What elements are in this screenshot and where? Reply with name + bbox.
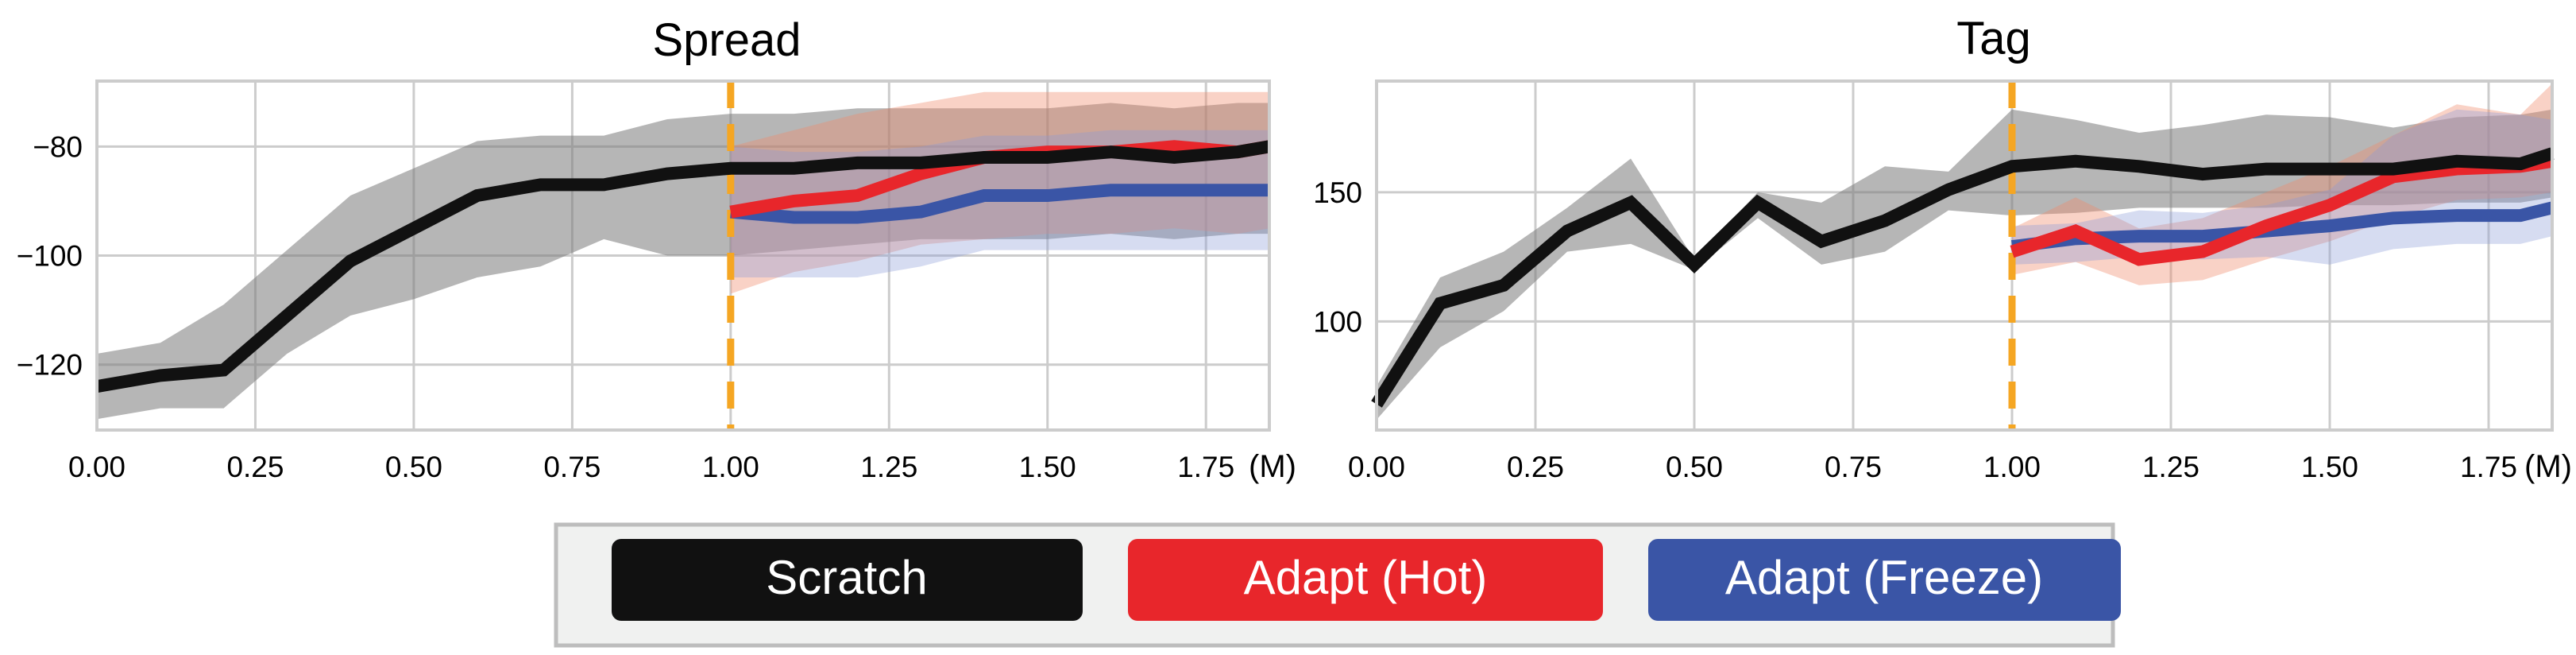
legend: Scratch Adapt (Hot) Adapt (Freeze) [554,522,2121,648]
tag-x-tick-label: 0.25 [1507,451,1564,483]
legend-swatch-adapt-hot [1128,539,1603,621]
tag-x-tick-label: 0.75 [1825,451,1882,483]
spread-title: Spread [652,14,801,66]
spread-x-tick-label: 0.25 [226,451,284,483]
spread-x-tick-label: 0.00 [68,451,126,483]
spread-line-scratch [95,140,1271,393]
spread-x-tick-label: 1.00 [702,451,759,483]
spread-plot-frame [95,79,1271,432]
spread-band-scratch [97,103,1269,420]
legend-label-scratch: Scratch [766,551,927,604]
spread-series-lines [95,140,1271,393]
spread-x-unit: (M) [1249,449,1296,484]
tag-x-tick-label: 1.50 [2301,451,2358,483]
tag-title: Tag [1956,13,2031,64]
spread-y-tick-label: −100 [17,240,83,273]
tag-y-tick-label: 150 [1313,176,1362,209]
tag-x-unit: (M) [2524,449,2572,484]
tag-x-tick-label: 0.00 [1348,451,1405,483]
spread-x-tick-label: 1.25 [860,451,917,483]
tag-band-scratch [1377,109,2552,420]
tag-line-scratch [1371,147,2555,408]
tag-panel: Tag 0.00 0.25 0.50 0.75 1.00 1.25 1.50 1.75 100 1… [1313,13,2572,484]
legend-item-adapt-hot: Adapt (Hot) [1128,539,1603,621]
spread-line-adapt-freeze [730,184,1269,224]
tag-x-tick-label: 1.00 [1983,451,2041,483]
tag-x-tick-label: 1.75 [2460,451,2517,483]
tag-line-adapt-freeze [2011,201,2554,254]
spread-x-tick-label: 0.75 [543,451,601,483]
tag-series-lines [1371,147,2555,408]
tag-x-tick-label: 0.50 [1666,451,1723,483]
legend-label-adapt-freeze: Adapt (Freeze) [1725,551,2043,604]
tag-plot-frame [1375,79,2554,432]
legend-label-adapt-hot: Adapt (Hot) [1244,551,1488,604]
legend-item-adapt-freeze: Adapt (Freeze) [1648,539,2121,621]
legend-item-scratch: Scratch [612,539,1083,621]
legend-swatch-scratch [612,539,1083,621]
legend-swatch-adapt-freeze [1648,539,2121,621]
spread-y-tick-label: −80 [33,130,83,163]
tag-y-tick-label: 100 [1313,305,1362,338]
spread-tick-labels: 0.00 0.25 0.50 0.75 1.00 1.25 1.50 1.75 −120 −100… [17,130,1235,483]
tag-band-adapt-freeze [2012,109,2552,265]
spread-panel: Spread 0.00 0.25 0.50 0.75 1.00 1.25 1.50 1.75 −… [17,14,1296,484]
spread-x-tick-label: 1.75 [1177,451,1234,483]
tag-tick-labels: 0.00 0.25 0.50 0.75 1.00 1.25 1.50 1.75 100 150 [1313,176,2517,483]
spread-x-tick-label: 0.50 [385,451,442,483]
tag-x-tick-label: 1.25 [2142,451,2199,483]
tag-confidence-bands [1377,83,2552,420]
spread-x-tick-label: 1.50 [1019,451,1076,483]
spread-y-tick-label: −120 [17,349,83,382]
